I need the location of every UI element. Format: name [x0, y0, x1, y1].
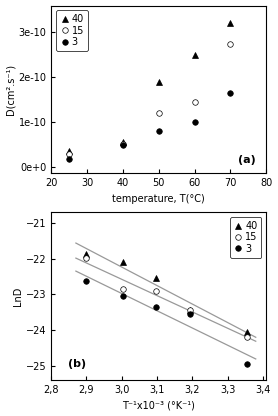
Y-axis label: LnD: LnD [13, 286, 23, 306]
X-axis label: T⁻¹x10⁻³ (°K⁻¹): T⁻¹x10⁻³ (°K⁻¹) [122, 401, 195, 411]
Text: (a): (a) [238, 155, 256, 165]
X-axis label: temperature, T(°C): temperature, T(°C) [112, 194, 205, 204]
Text: (b): (b) [68, 359, 86, 369]
Y-axis label: D(cm².s⁻¹): D(cm².s⁻¹) [6, 64, 16, 115]
Legend: 40, 15, 3: 40, 15, 3 [56, 10, 88, 51]
Legend: 40, 15, 3: 40, 15, 3 [230, 217, 261, 258]
